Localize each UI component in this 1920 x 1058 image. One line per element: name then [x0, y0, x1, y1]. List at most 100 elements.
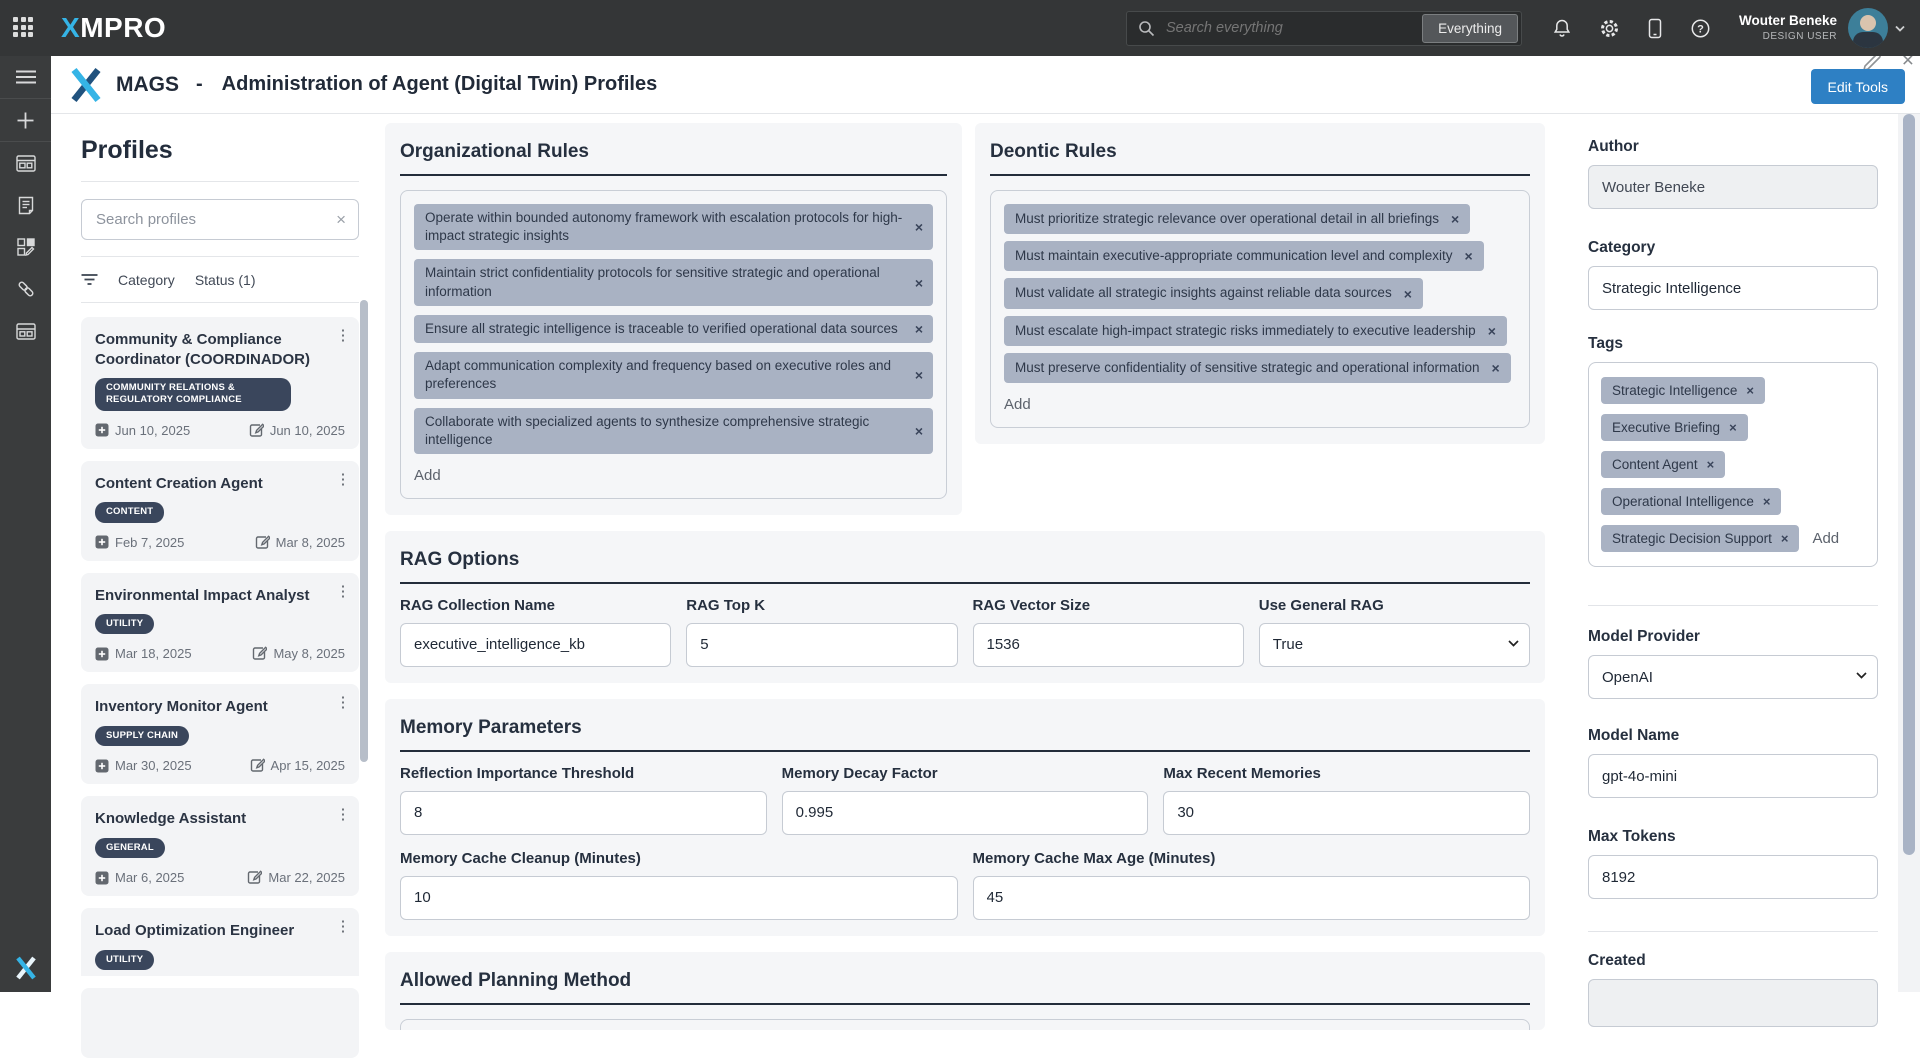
cache-cleanup-input[interactable]: [400, 875, 958, 920]
filter-funnel-icon[interactable]: [81, 273, 98, 286]
tags-field: Tags Strategic Intelligence × Executive B…: [1588, 335, 1878, 567]
sidebar-cards-icon[interactable]: [0, 310, 51, 352]
remove-tag-icon[interactable]: ×: [1706, 457, 1715, 472]
remove-tag-icon[interactable]: ×: [1762, 494, 1771, 509]
rule-chip: Must maintain executive-appropriate comm…: [1004, 241, 1484, 272]
add-rule-field[interactable]: Add: [414, 466, 441, 484]
rule-chip: Adapt communication complexity and frequ…: [414, 352, 933, 399]
cache-max-age-field: Memory Cache Max Age (Minutes): [972, 850, 1530, 920]
app-grid-icon[interactable]: [13, 17, 35, 39]
tags-label: Tags: [1588, 335, 1624, 352]
settings-gear-icon[interactable]: [1599, 18, 1620, 39]
sidebar-dashboards-icon[interactable]: [0, 142, 51, 184]
sidebar-menu-icon[interactable]: [0, 56, 51, 98]
profile-name: Environmental Impact Analyst: [95, 586, 310, 604]
notifications-bell-icon[interactable]: [1552, 18, 1572, 39]
max-tokens-input[interactable]: [1588, 855, 1878, 899]
avatar[interactable]: [1848, 8, 1888, 48]
modified-date: Mar 22, 2025: [247, 870, 345, 885]
remove-rule-icon[interactable]: ×: [1403, 285, 1412, 302]
remove-rule-icon[interactable]: ×: [914, 422, 923, 439]
kebab-menu-icon[interactable]: ⋮: [335, 806, 351, 824]
profile-list-item[interactable]: Content Creation Agent ⋮ CONTENT Feb 7, …: [81, 460, 359, 561]
remove-rule-icon[interactable]: ×: [1491, 359, 1500, 376]
organizational-rules-card: Organizational Rules Operate within boun…: [385, 123, 962, 515]
cache-max-age-input[interactable]: [972, 875, 1530, 920]
created-icon: [95, 423, 109, 437]
global-search-input[interactable]: [1163, 19, 1423, 37]
rag-vector-size-input[interactable]: [972, 622, 1244, 667]
profile-editor: Organizational Rules Operate within boun…: [385, 123, 1545, 1030]
author-label: Author: [1588, 138, 1639, 155]
profile-list-item[interactable]: Community & Compliance Coordinator (COOR…: [81, 317, 359, 449]
use-general-rag-select[interactable]: True: [1258, 622, 1530, 667]
sidebar-forms-icon[interactable]: [0, 184, 51, 226]
edit-tools-button[interactable]: Edit Tools: [1810, 69, 1905, 104]
profile-list-item[interactable]: Knowledge Assistant ⋮ GENERAL Mar 6, 202…: [81, 796, 359, 897]
model-name-label: Model Name: [1588, 727, 1680, 744]
remove-rule-icon[interactable]: ×: [1464, 248, 1473, 265]
memory-decay-input[interactable]: [781, 790, 1149, 835]
author-field: Author: [1588, 138, 1878, 209]
rag-collection-label: RAG Collection Name: [400, 596, 556, 614]
profiles-search-input[interactable]: [94, 210, 337, 229]
sidebar-xmpro-logo: [15, 956, 37, 980]
remove-tag-icon[interactable]: ×: [1729, 420, 1737, 435]
profiles-scrollbar-thumb[interactable]: [360, 300, 368, 762]
kebab-menu-icon[interactable]: ⋮: [335, 694, 351, 712]
search-scope-button[interactable]: Everything: [1422, 13, 1518, 43]
organizational-rules-box: Operate within bounded autonomy framewor…: [400, 190, 947, 499]
partial-profile-card[interactable]: [81, 988, 359, 1058]
edit-icon: [250, 758, 265, 772]
kebab-menu-icon[interactable]: ⋮: [335, 327, 351, 344]
edit-icon: [249, 423, 264, 437]
mobile-device-icon[interactable]: [1647, 18, 1663, 39]
rag-vector-size-label: RAG Vector Size: [972, 596, 1091, 614]
help-icon[interactable]: ?: [1690, 18, 1711, 39]
remove-rule-icon[interactable]: ×: [914, 367, 923, 384]
clear-search-icon[interactable]: ×: [336, 210, 346, 229]
tag-chip: Content Agent ×: [1601, 451, 1726, 478]
remove-rule-icon[interactable]: ×: [1450, 211, 1460, 228]
profile-list-item[interactable]: Inventory Monitor Agent ⋮ SUPPLY CHAIN M…: [81, 684, 359, 785]
reflection-threshold-input[interactable]: [400, 790, 767, 835]
rule-chip: Must validate all strategic insights aga…: [1004, 278, 1423, 309]
profile-list-item[interactable]: Environmental Impact Analyst ⋮ UTILITY M…: [81, 572, 359, 673]
rag-topk-input[interactable]: [686, 622, 958, 667]
category-input[interactable]: [1588, 266, 1878, 310]
model-provider-label: Model Provider: [1588, 628, 1700, 645]
profile-list-item[interactable]: Load Optimization Engineer ⋮ UTILITY Mar…: [81, 908, 359, 976]
page-scrollbar-thumb[interactable]: [1903, 114, 1915, 855]
kebab-menu-icon[interactable]: ⋮: [335, 582, 351, 600]
sidebar-add-icon[interactable]: [0, 99, 51, 141]
kebab-menu-icon[interactable]: ⋮: [335, 918, 351, 936]
sidebar-blocks-icon[interactable]: [0, 226, 51, 268]
remove-tag-icon[interactable]: ×: [1780, 531, 1789, 546]
remove-rule-icon[interactable]: ×: [1487, 322, 1496, 339]
add-rule-field[interactable]: Add: [1004, 396, 1031, 414]
kebab-menu-icon[interactable]: ⋮: [335, 470, 351, 488]
profile-category-badge: SUPPLY CHAIN: [95, 725, 190, 747]
rag-topk-label: RAG Top K: [686, 596, 766, 614]
add-tag-field[interactable]: Add: [1812, 530, 1840, 547]
rag-collection-input[interactable]: [400, 622, 672, 667]
max-recent-memories-input[interactable]: [1163, 790, 1531, 835]
rule-chip: Collaborate with specialized agents to s…: [414, 407, 933, 454]
filter-status[interactable]: Status (1): [194, 271, 256, 288]
user-menu[interactable]: Wouter Beneke DESIGN USER: [1739, 13, 1837, 42]
filter-category[interactable]: Category: [118, 271, 175, 288]
rule-chip: Operate within bounded autonomy framewor…: [414, 204, 933, 251]
sidebar-links-icon[interactable]: [0, 268, 51, 310]
organizational-rules-list: Operate within bounded autonomy framewor…: [414, 204, 933, 454]
remove-tag-icon[interactable]: ×: [1746, 383, 1754, 398]
user-caret-icon[interactable]: [1895, 25, 1905, 32]
remove-rule-icon[interactable]: ×: [914, 274, 923, 291]
left-sidebar: [0, 56, 51, 992]
max-tokens-field: Max Tokens: [1588, 828, 1878, 899]
model-provider-select[interactable]: OpenAI: [1588, 655, 1878, 699]
model-name-input[interactable]: [1588, 754, 1878, 798]
app-name: MAGS: [116, 72, 179, 96]
remove-rule-icon[interactable]: ×: [914, 320, 923, 337]
rule-chip: Ensure all strategic intelligence is tra…: [414, 314, 933, 344]
remove-rule-icon[interactable]: ×: [914, 219, 923, 236]
